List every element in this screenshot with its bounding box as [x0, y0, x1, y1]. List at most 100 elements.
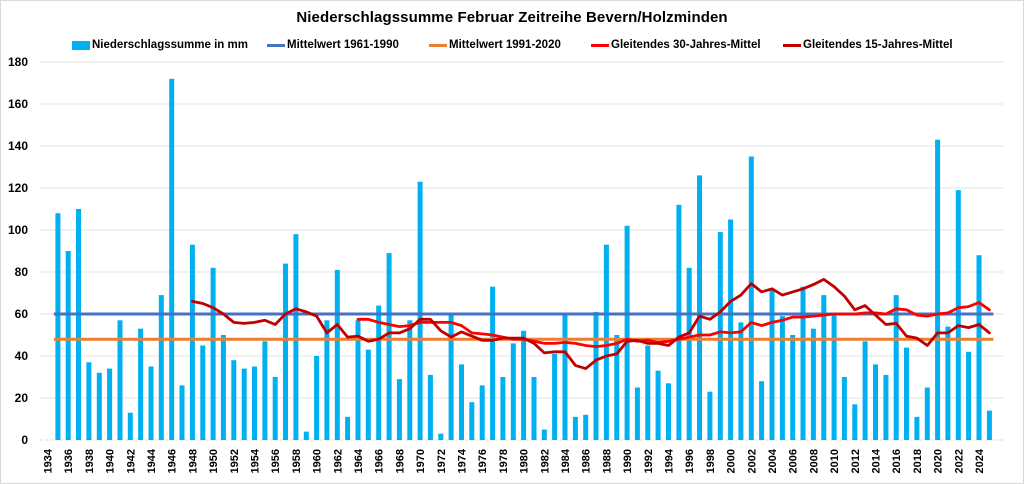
x-tick-label: 1994	[664, 448, 676, 473]
bar-1995	[676, 204, 682, 440]
x-tick-label: 1974	[457, 448, 469, 473]
bar-1943	[138, 328, 144, 440]
legend-swatch-mean-1961-1990	[267, 43, 285, 47]
x-tick-label: 1946	[167, 449, 179, 473]
bar-1983	[552, 353, 558, 440]
bar-2021	[945, 326, 951, 440]
x-tick-label: 2014	[871, 448, 883, 473]
x-tick-label: 1986	[581, 449, 593, 473]
x-tick-label: 1962	[332, 449, 344, 473]
bar-1957	[283, 263, 288, 440]
x-tick-label: 1998	[705, 449, 717, 473]
bar-2017	[904, 347, 909, 440]
x-tick-label: 1960	[312, 449, 324, 473]
x-tick-label: 1992	[643, 449, 655, 473]
bar-1973	[448, 314, 454, 440]
bar-1993	[655, 370, 661, 440]
bar-1950	[210, 267, 216, 440]
x-tick-label: 1934	[43, 448, 55, 473]
bar-2018	[914, 416, 920, 440]
x-tick-label: 1996	[684, 449, 696, 473]
bar-1989	[614, 335, 620, 440]
x-tick-label: 1990	[622, 449, 634, 473]
x-tick-label: 2024	[974, 448, 986, 473]
x-tick-label: 2000	[726, 449, 738, 473]
bar-1935	[55, 213, 61, 440]
x-tick-label: 1982	[539, 449, 551, 473]
bar-2023	[966, 351, 972, 440]
bar-1940	[107, 368, 113, 440]
legend-swatch-precipitation	[72, 40, 90, 50]
legend-label-mean-1961-1990: Mittelwert 1961-1990	[287, 39, 399, 51]
bar-2014	[873, 364, 878, 440]
chart-title: Niederschlagssumme Februar Zeitreihe Bev…	[296, 9, 728, 26]
bar-2019	[924, 387, 930, 440]
bar-2016	[893, 295, 899, 440]
bar-1969	[407, 320, 413, 440]
bar-1977	[490, 286, 496, 440]
x-tick-label: 2010	[829, 449, 841, 473]
bar-2024	[976, 255, 982, 440]
bar-1992	[645, 345, 651, 440]
bar-1937	[76, 209, 81, 440]
x-tick-label: 1942	[125, 449, 137, 473]
x-tick-label: 1976	[477, 449, 489, 473]
y-tick-label: 120	[8, 181, 28, 195]
x-tick-label: 2018	[912, 449, 924, 473]
bar-1936	[65, 251, 71, 440]
bar-1999	[717, 232, 723, 440]
legend-item-mean-1991-2020: Mittelwert 1991-2020	[429, 39, 561, 51]
bar-2015	[883, 374, 889, 440]
bar-series	[55, 78, 992, 441]
legend-label-30yr-mean: Gleitendes 30-Jahres-Mittel	[611, 39, 761, 51]
bar-2004	[769, 288, 775, 440]
bar-1967	[386, 253, 392, 440]
y-tick-label: 40	[15, 349, 29, 363]
x-tick-label: 1988	[601, 449, 613, 473]
bar-2000	[728, 219, 734, 440]
legend: Niederschlagssumme in mm Mittelwert 1961…	[0, 39, 1024, 55]
bar-2012	[852, 404, 858, 440]
bar-1981	[531, 377, 537, 440]
x-tick-label: 2002	[746, 449, 758, 473]
bar-1941	[117, 320, 123, 440]
bar-1939	[96, 372, 102, 440]
bar-2005	[779, 316, 785, 440]
x-tick-label: 2016	[891, 449, 903, 473]
bar-1991	[634, 387, 640, 440]
bar-1972	[438, 433, 444, 440]
moving-average-lines	[190, 277, 991, 371]
bar-1952	[231, 360, 237, 440]
bar-2007	[800, 286, 806, 440]
bar-1975	[469, 402, 475, 440]
y-tick-label: 160	[8, 97, 28, 111]
y-tick-label: 80	[15, 265, 29, 279]
x-tick-label: 2012	[850, 449, 862, 473]
bar-1997	[697, 175, 702, 440]
x-tick-label: 2004	[767, 448, 779, 473]
bar-2013	[862, 341, 868, 440]
legend-item-mean-1961-1990: Mittelwert 1961-1990	[267, 39, 399, 51]
bar-1962	[334, 269, 340, 440]
bar-1948	[189, 244, 195, 440]
bar-1944	[148, 366, 154, 440]
legend-item-precipitation: Niederschlagssumme in mm	[72, 39, 248, 51]
bar-2006	[790, 335, 796, 440]
x-tick-label: 2006	[788, 449, 800, 473]
bar-1958	[293, 234, 299, 440]
bar-1964	[355, 320, 361, 440]
bar-1970	[417, 181, 423, 440]
legend-label-mean-1991-2020: Mittelwert 1991-2020	[449, 39, 561, 51]
bar-2025	[986, 410, 992, 440]
x-tick-label: 1952	[229, 449, 241, 473]
bar-1968	[396, 379, 402, 440]
legend-label-15yr-mean: Gleitendes 15-Jahres-Mittel	[803, 39, 953, 51]
bar-1966	[376, 305, 382, 440]
bar-2002	[748, 156, 754, 440]
bar-2009	[821, 295, 827, 440]
x-tick-label: 1978	[498, 449, 510, 473]
x-tick-label: 1980	[519, 449, 531, 473]
x-tick-label: 1964	[353, 448, 365, 473]
bar-1988	[603, 244, 609, 440]
bar-1974	[459, 364, 464, 440]
